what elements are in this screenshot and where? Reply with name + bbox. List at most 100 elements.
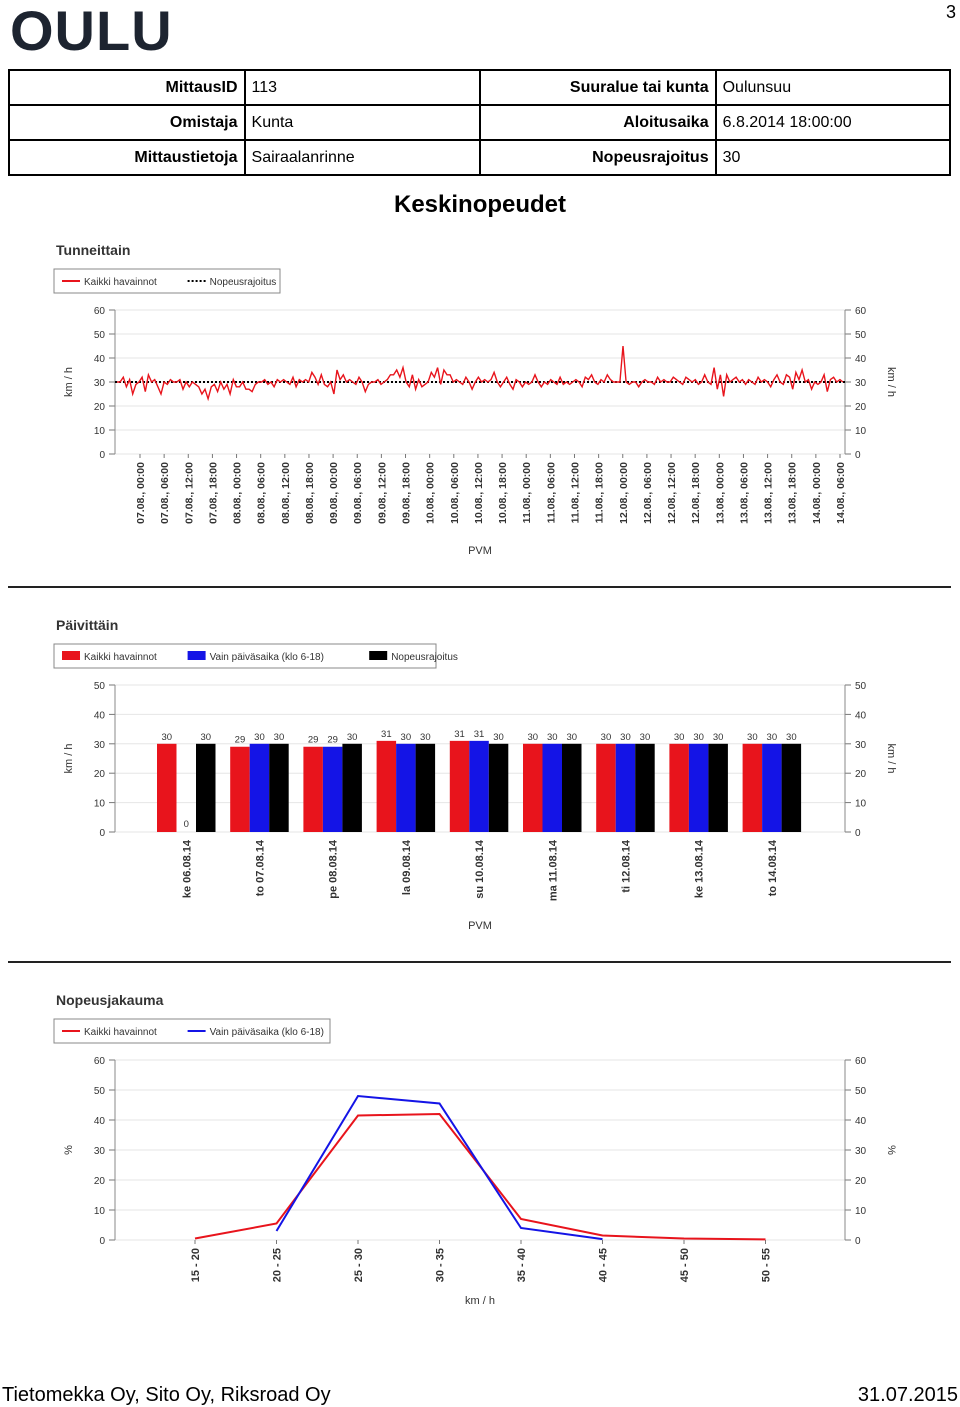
x-tick-label: 08.08., 12:00 [280,462,292,524]
info-value: Sairaalanrinne [243,139,482,176]
x-tick-label: 10.08., 06:00 [449,462,461,524]
bar-value-label: 30 [254,732,265,743]
divider [8,586,951,588]
y-tick-label: 30 [94,378,106,389]
y-tick-label-right: 0 [855,828,861,839]
info-key: MittausID [8,69,246,106]
info-key: Suuralue tai kunta [479,69,717,106]
x-tick-label: 12.08., 00:00 [618,462,630,524]
footer-companies: Tietomekka Oy, Sito Oy, Riksroad Oy [2,1384,331,1406]
y-tick-label: 0 [99,1236,105,1247]
y-tick-label-right: 0 [855,450,861,461]
hourly-chart: Tunneittain Kaikki havainnot Nopeusrajoitu… [0,236,960,576]
x-tick-label: 35 - 40 [516,1248,528,1282]
bar-red [230,746,250,832]
y-tick-label-right: 20 [855,1176,867,1187]
y-tick-label-right: 40 [855,1116,867,1127]
x-tick-label: 09.08., 06:00 [352,462,364,524]
info-key: Omistaja [8,104,246,141]
x-tick-label: ke 13.08.14 [694,839,706,898]
bar-blue [469,740,489,832]
y-tick-label-right: 30 [855,1146,867,1157]
bar-black [562,743,582,832]
y-tick-label-right: 60 [855,1056,867,1067]
x-tick-label: 13.08., 00:00 [714,462,726,524]
y-tick-label: 60 [94,1056,106,1067]
bar-red [157,743,177,832]
bar-value-label: 30 [401,732,412,743]
bar-red [523,743,543,832]
bar-value-label: 30 [200,732,211,743]
x-tick-label: 09.08., 12:00 [376,462,388,524]
hourly-chart-svg: Tunneittain Kaikki havainnot Nopeusrajoitu… [53,242,897,557]
x-tick-label: la 09.08.14 [401,839,413,895]
x-tick-label: 12.08., 06:00 [642,462,654,524]
series-line-all [117,345,844,402]
info-value: 30 [714,139,952,176]
x-tick-label: 07.08., 12:00 [183,462,195,524]
daily-chart: Päivittäin Kaikki havainnot Vain päiväsaik… [0,611,960,951]
x-tick-label: 08.08., 00:00 [232,462,244,524]
bar-value-label: 30 [493,732,504,743]
bar-value-label: 30 [161,732,172,743]
y-axis-title-right: km / h [885,367,897,397]
x-tick-label: 10.08., 18:00 [497,462,509,524]
page-number: 3 [945,2,956,22]
bar-value-label: 30 [527,732,538,743]
bar-black [415,743,436,832]
y-tick-label: 60 [94,306,106,317]
legend-swatch [369,651,388,660]
x-tick-label: 12.08., 18:00 [690,462,702,524]
x-tick-label: 09.08., 00:00 [328,462,340,524]
info-row: Omistaja Kunta Aloitusaika 6.8.2014 18:0… [8,104,952,141]
y-tick-label-right: 50 [855,1086,867,1097]
x-tick-label: to 14.08.14 [767,839,779,896]
x-tick-label: 14.08., 00:00 [811,462,823,524]
y-tick-label-right: 10 [855,426,867,437]
x-tick-label: 13.08., 12:00 [763,462,775,524]
x-tick-label: 25 - 30 [353,1248,365,1282]
legend-swatch [62,651,80,660]
x-axis-title: PVM [468,545,492,557]
x-tick-label: pe 08.08.14 [328,839,340,899]
daily-chart-svg: Päivittäin Kaikki havainnot Vain päiväsaik… [53,617,897,932]
x-tick-label: to 07.08.14 [254,839,266,896]
bar-black [196,743,216,832]
y-tick-label-right: 20 [855,402,867,413]
x-tick-label: 14.08., 06:00 [835,462,847,524]
x-tick-label: su 10.08.14 [474,839,486,899]
legend-label: Kaikki havainnot [84,1027,157,1038]
y-axis-title: % [63,1145,75,1155]
bar-value-label: 0 [184,819,189,830]
x-tick-label: 07.08., 18:00 [207,462,219,524]
y-tick-label: 50 [94,330,106,341]
series-line-blue [275,1094,603,1241]
bar-black [635,743,655,832]
bar-red [376,740,397,832]
legend-label: Nopeusrajoitus [391,652,458,663]
y-tick-label-right: 60 [855,306,867,317]
info-value: 6.8.2014 18:00:00 [714,104,952,141]
bar-blue [615,743,636,832]
bar-red [449,740,470,832]
document-title: Keskinopeudet [393,191,567,218]
bar-blue [688,743,709,832]
bar-blue [396,743,416,832]
legend-box [53,643,437,669]
y-tick-label-right: 40 [855,354,867,365]
bar-black [269,743,289,832]
bar-value-label: 30 [693,732,704,743]
info-row: MittausID 113 Suuralue tai kunta Oulunsu… [8,69,952,106]
bar-value-label: 30 [601,732,612,743]
info-row: Mittaustietoja Sairaalanrinne Nopeusrajo… [8,139,952,176]
bar-value-label: 30 [347,732,358,743]
x-tick-label: 40 - 45 [598,1248,610,1282]
legend-box [53,268,281,294]
bar-value-label: 30 [566,732,577,743]
bar-value-label: 30 [767,732,778,743]
bar-value-label: 30 [674,732,685,743]
speed-distribution-chart-svg: Nopeusjakauma Kaikki havainnot Vain päiväs… [53,992,897,1307]
y-tick-label-right: 50 [855,681,867,692]
x-tick-label: 11.08., 18:00 [594,462,606,523]
bar-red [669,743,689,832]
